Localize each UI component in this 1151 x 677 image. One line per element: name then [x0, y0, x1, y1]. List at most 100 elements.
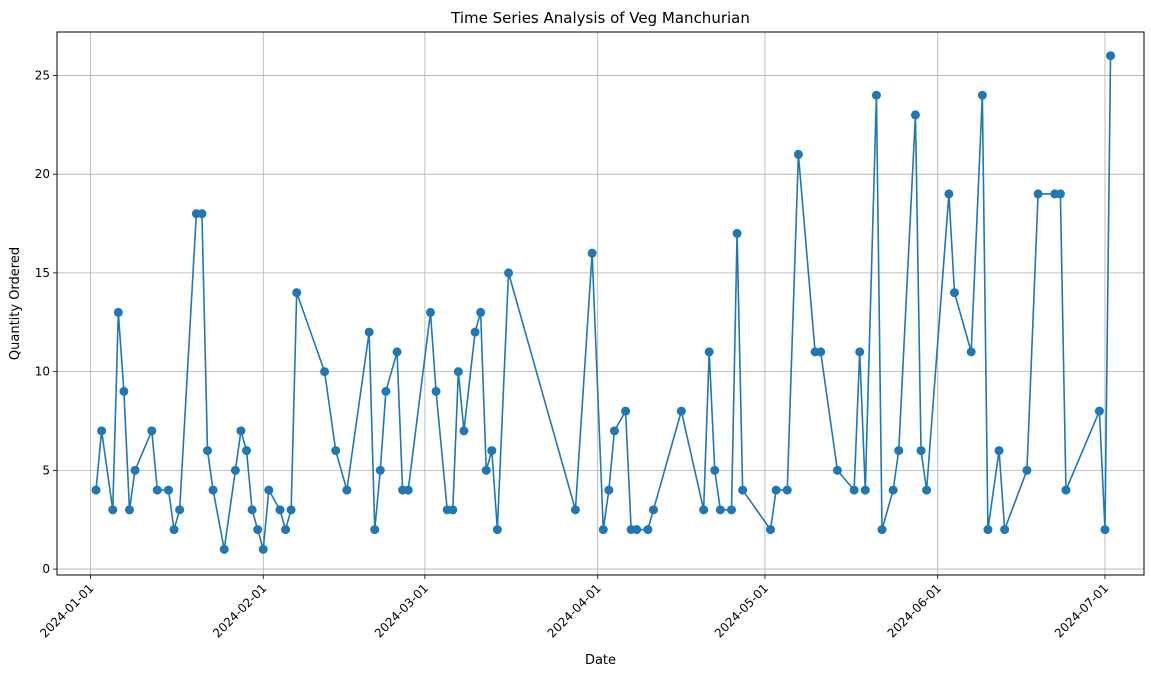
data-point: [704, 347, 714, 357]
data-point: [370, 525, 380, 535]
data-point: [632, 525, 642, 535]
data-point: [113, 307, 123, 317]
y-tick-label: 10: [35, 365, 50, 379]
data-point: [481, 465, 491, 475]
data-point: [587, 248, 597, 258]
data-point: [949, 288, 959, 298]
data-point: [1061, 485, 1071, 495]
data-point: [1022, 465, 1032, 475]
data-point: [894, 446, 904, 456]
chart-title: Time Series Analysis of Veg Manchurian: [450, 9, 750, 27]
data-point: [453, 367, 463, 377]
data-point: [888, 485, 898, 495]
data-point: [281, 525, 291, 535]
data-point: [91, 485, 101, 495]
data-point: [604, 485, 614, 495]
data-point: [1033, 189, 1043, 199]
data-point: [676, 406, 686, 416]
y-tick-label: 5: [42, 463, 50, 477]
plot-frame: [56, 31, 1145, 576]
data-point: [169, 525, 179, 535]
data-point: [236, 426, 246, 436]
data-point: [492, 525, 502, 535]
data-point: [124, 505, 134, 515]
x-axis-ticks: 2024-01-01 2024-02-01 2024-03-01 2024-04-01…: [37, 575, 1111, 640]
data-point: [966, 347, 976, 357]
data-point: [910, 110, 920, 120]
series-markers: [91, 51, 1116, 554]
data-point: [247, 505, 257, 515]
data-point: [621, 406, 631, 416]
y-tick-label: 15: [35, 266, 50, 280]
data-point: [609, 426, 619, 436]
data-point: [832, 465, 842, 475]
data-point: [648, 505, 658, 515]
data-point: [147, 426, 157, 436]
data-point: [331, 446, 341, 456]
data-point: [425, 307, 435, 317]
y-axis-label: Quantity Ordered: [8, 247, 23, 360]
y-tick-label: 0: [42, 562, 50, 576]
data-point: [431, 386, 441, 396]
x-tick-label: 2024-01-01: [37, 581, 96, 640]
x-axis-label: Date: [585, 653, 616, 668]
data-point: [738, 485, 748, 495]
data-point: [871, 90, 881, 100]
data-point: [1094, 406, 1104, 416]
data-point: [163, 485, 173, 495]
data-point: [916, 446, 926, 456]
x-tick-label: 2024-07-01: [1052, 581, 1111, 640]
data-point: [448, 505, 458, 515]
data-point: [381, 386, 391, 396]
data-point: [732, 228, 742, 238]
data-point: [766, 525, 776, 535]
data-point: [771, 485, 781, 495]
data-point: [97, 426, 107, 436]
data-point: [375, 465, 385, 475]
data-point: [487, 446, 497, 456]
data-point: [219, 544, 229, 554]
data-point: [504, 268, 514, 278]
data-point: [1100, 525, 1110, 535]
data-point: [1055, 189, 1065, 199]
data-point: [230, 465, 240, 475]
x-tick-label: 2024-04-01: [545, 581, 604, 640]
data-point: [403, 485, 413, 495]
y-tick-label: 20: [35, 167, 50, 181]
data-point: [392, 347, 402, 357]
data-point: [258, 544, 268, 554]
data-point: [175, 505, 185, 515]
data-point: [292, 288, 302, 298]
data-point: [119, 386, 129, 396]
data-point: [715, 505, 725, 515]
data-point: [275, 505, 285, 515]
data-point: [286, 505, 296, 515]
data-point: [877, 525, 887, 535]
data-point: [977, 90, 987, 100]
data-point: [699, 505, 709, 515]
data-point: [855, 347, 865, 357]
data-point: [130, 465, 140, 475]
data-point: [264, 485, 274, 495]
series-line: [95, 55, 1112, 551]
y-tick-label: 25: [35, 68, 50, 82]
data-point: [203, 446, 213, 456]
data-point: [152, 485, 162, 495]
data-point: [816, 347, 826, 357]
x-tick-label: 2024-05-01: [712, 581, 771, 640]
data-point: [208, 485, 218, 495]
data-point: [1000, 525, 1010, 535]
data-point: [944, 189, 954, 199]
data-point: [253, 525, 263, 535]
data-point: [470, 327, 480, 337]
x-tick-label: 2024-06-01: [885, 581, 944, 640]
data-point: [793, 149, 803, 159]
data-point: [782, 485, 792, 495]
data-point: [849, 485, 859, 495]
data-point: [727, 505, 736, 515]
data-point: [108, 505, 118, 515]
data-point: [476, 307, 486, 317]
data-point: [643, 525, 653, 535]
